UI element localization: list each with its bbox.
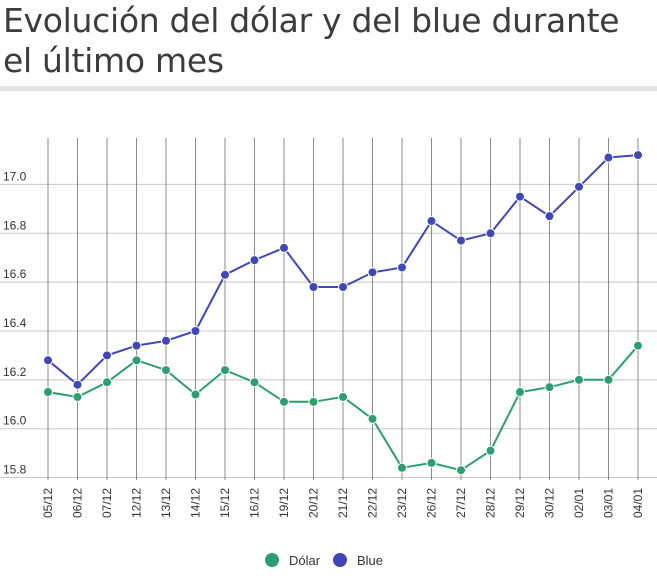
data-point[interactable] bbox=[131, 340, 142, 351]
title-divider bbox=[0, 86, 657, 91]
data-point[interactable] bbox=[456, 465, 466, 476]
x-tick-label: 23/12 bbox=[395, 488, 409, 518]
data-point[interactable] bbox=[485, 445, 496, 456]
data-point[interactable] bbox=[161, 365, 171, 376]
data-point[interactable] bbox=[279, 242, 289, 253]
data-point[interactable] bbox=[220, 365, 230, 376]
data-point[interactable] bbox=[485, 228, 496, 239]
x-tick-label: 02/01 bbox=[572, 488, 586, 518]
x-tick-label: 26/12 bbox=[425, 488, 439, 518]
data-point[interactable] bbox=[367, 413, 378, 424]
data-point[interactable] bbox=[220, 269, 230, 280]
x-tick-label: 03/01 bbox=[602, 488, 616, 518]
data-point[interactable] bbox=[308, 282, 319, 293]
x-tick-label: 14/12 bbox=[189, 488, 203, 518]
x-tick-label: 22/12 bbox=[366, 488, 380, 518]
x-tick-label: 27/12 bbox=[454, 488, 468, 518]
data-point[interactable] bbox=[603, 374, 614, 385]
data-point[interactable] bbox=[279, 396, 289, 407]
data-point[interactable] bbox=[161, 335, 171, 346]
data-point[interactable] bbox=[131, 355, 142, 366]
data-point[interactable] bbox=[456, 235, 466, 246]
x-tick-label: 21/12 bbox=[336, 488, 350, 518]
grid bbox=[0, 138, 657, 480]
data-point[interactable] bbox=[544, 382, 555, 393]
y-tick-label: 16.0 bbox=[3, 414, 27, 428]
x-tick-label: 06/12 bbox=[71, 488, 85, 518]
data-point[interactable] bbox=[190, 325, 201, 336]
axes: 15.8 16.0 16.2 16.4 16.6 16.8 17.0 05/12 06/12 07… bbox=[3, 169, 645, 518]
data-point[interactable] bbox=[574, 374, 584, 385]
data-point[interactable] bbox=[43, 387, 53, 398]
legend[interactable]: Dólar Blue bbox=[265, 553, 383, 568]
data-point[interactable] bbox=[249, 255, 260, 266]
data-point[interactable] bbox=[190, 389, 201, 400]
x-tick-label: 20/12 bbox=[307, 488, 321, 518]
data-point[interactable] bbox=[308, 396, 319, 407]
data-point[interactable] bbox=[102, 377, 112, 388]
x-tick-label: 30/12 bbox=[543, 488, 557, 518]
legend-marker bbox=[265, 553, 279, 567]
y-tick-label: 17.0 bbox=[3, 169, 27, 183]
data-point[interactable] bbox=[633, 150, 643, 161]
data-point[interactable] bbox=[72, 379, 83, 390]
x-tick-label: 13/12 bbox=[159, 488, 173, 518]
x-tick-label: 16/12 bbox=[248, 488, 262, 518]
data-point[interactable] bbox=[43, 355, 53, 366]
y-tick-label: 16.2 bbox=[3, 365, 27, 379]
x-tick-label: 07/12 bbox=[100, 488, 114, 518]
x-tick-label: 04/01 bbox=[631, 488, 645, 518]
data-point[interactable] bbox=[397, 262, 407, 273]
data-point[interactable] bbox=[397, 462, 407, 473]
series-lines bbox=[43, 150, 643, 476]
legend-item[interactable]: Blue bbox=[333, 553, 383, 568]
data-point[interactable] bbox=[367, 267, 378, 278]
legend-marker bbox=[333, 553, 347, 567]
x-tick-label: 15/12 bbox=[218, 488, 232, 518]
data-point[interactable] bbox=[338, 391, 348, 402]
data-point[interactable] bbox=[426, 457, 437, 468]
chart-title: Evolución del dólar y del blue durante e… bbox=[3, 1, 620, 80]
data-point[interactable] bbox=[544, 211, 555, 222]
x-tick-label: 28/12 bbox=[484, 488, 498, 518]
legend-item[interactable]: Dólar bbox=[265, 553, 321, 568]
data-point[interactable] bbox=[633, 340, 643, 351]
data-point[interactable] bbox=[515, 191, 525, 202]
data-point[interactable] bbox=[426, 216, 437, 227]
y-tick-label: 16.6 bbox=[3, 267, 27, 281]
y-tick-label: 15.8 bbox=[3, 463, 27, 477]
legend-label: Blue bbox=[357, 553, 383, 568]
data-point[interactable] bbox=[515, 387, 525, 398]
y-tick-label: 16.8 bbox=[3, 218, 27, 232]
data-point[interactable] bbox=[338, 282, 348, 293]
y-tick-label: 16.4 bbox=[3, 316, 27, 330]
data-point[interactable] bbox=[102, 350, 112, 361]
data-point[interactable] bbox=[574, 181, 584, 192]
x-tick-label: 19/12 bbox=[277, 488, 291, 518]
x-tick-label: 12/12 bbox=[130, 488, 144, 518]
x-tick-label: 29/12 bbox=[513, 488, 527, 518]
legend-label: Dólar bbox=[289, 553, 321, 568]
data-point[interactable] bbox=[603, 152, 614, 163]
x-tick-label: 05/12 bbox=[41, 488, 55, 518]
data-point[interactable] bbox=[249, 377, 260, 388]
data-point[interactable] bbox=[72, 391, 83, 402]
